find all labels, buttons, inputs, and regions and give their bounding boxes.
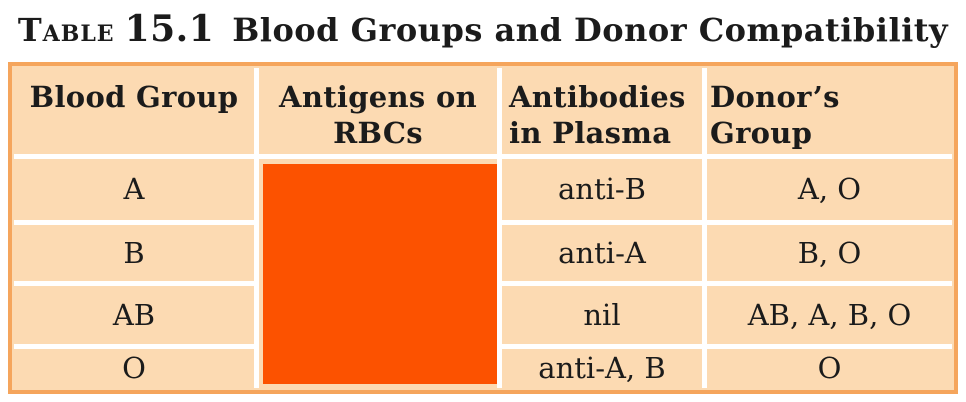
header-donors-group: Donor’s Group bbox=[707, 68, 952, 154]
cell-antibodies-b: anti-A bbox=[502, 225, 702, 281]
table-caption: Table 15.1 Blood Groups and Donor Compatib… bbox=[0, 8, 966, 50]
caption-title: Blood Groups and Donor Compatibility bbox=[232, 11, 949, 49]
cell-antibodies-a: anti-B bbox=[502, 159, 702, 220]
antigens-orange-block bbox=[263, 164, 497, 384]
caption-label: Table bbox=[17, 11, 115, 49]
table-grid: Blood Group Antigens on RBCs Antibodies … bbox=[14, 68, 952, 388]
cell-donors-ab: AB, A, B, O bbox=[707, 286, 952, 344]
blood-compatibility-table: Blood Group Antigens on RBCs Antibodies … bbox=[8, 62, 958, 394]
cell-antibodies-ab: nil bbox=[502, 286, 702, 344]
antigens-illustration-cell bbox=[259, 159, 497, 388]
cell-antibodies-o: anti-A, B bbox=[502, 349, 702, 388]
header-antibodies-in-plasma: Antibodies in Plasma bbox=[502, 68, 702, 154]
cell-blood-group-ab: AB bbox=[14, 286, 254, 344]
cell-donors-b: B, O bbox=[707, 225, 952, 281]
cell-blood-group-a: A bbox=[14, 159, 254, 220]
cell-blood-group-b: B bbox=[14, 225, 254, 281]
cell-donors-o: O bbox=[707, 349, 952, 388]
cell-donors-a: A, O bbox=[707, 159, 952, 220]
cell-blood-group-o: O bbox=[14, 349, 254, 388]
caption-number: 15.1 bbox=[124, 8, 215, 50]
header-blood-group: Blood Group bbox=[14, 68, 254, 154]
header-antigens-on-rbcs: Antigens on RBCs bbox=[259, 68, 497, 154]
